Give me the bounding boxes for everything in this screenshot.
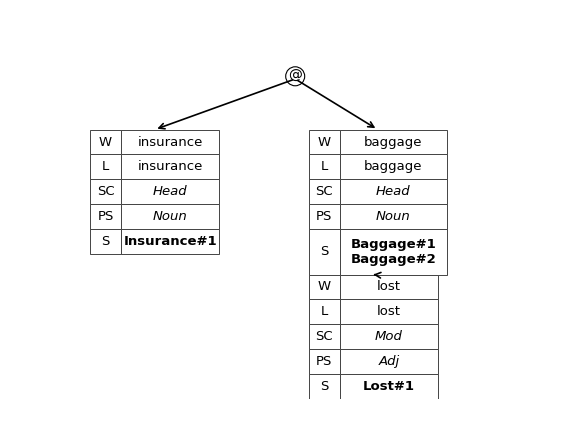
- Text: W: W: [99, 136, 112, 149]
- Bar: [121, 229, 219, 254]
- Bar: [90, 204, 121, 229]
- Text: L: L: [321, 305, 328, 318]
- Bar: [90, 129, 121, 155]
- Text: Head: Head: [376, 185, 411, 198]
- Text: lost: lost: [377, 280, 401, 293]
- Bar: [90, 155, 121, 179]
- Bar: [309, 129, 340, 155]
- Bar: [121, 179, 219, 204]
- Bar: [309, 229, 340, 275]
- Text: Lost#1: Lost#1: [363, 380, 415, 393]
- Bar: [309, 299, 340, 324]
- Text: PS: PS: [316, 355, 332, 368]
- Bar: [309, 204, 340, 229]
- Text: SC: SC: [97, 185, 114, 198]
- Bar: [121, 129, 219, 155]
- Text: W: W: [317, 136, 331, 149]
- Text: L: L: [321, 160, 328, 173]
- Text: PS: PS: [97, 210, 113, 223]
- Bar: [309, 349, 340, 374]
- Bar: [340, 229, 447, 275]
- Bar: [90, 179, 121, 204]
- Bar: [340, 155, 447, 179]
- Text: Noun: Noun: [153, 210, 188, 223]
- Text: baggage: baggage: [364, 136, 423, 149]
- Bar: [340, 204, 447, 229]
- Text: S: S: [320, 380, 328, 393]
- Bar: [309, 374, 340, 399]
- Text: SC: SC: [316, 330, 333, 343]
- Bar: [340, 179, 447, 204]
- Text: Noun: Noun: [376, 210, 411, 223]
- Text: W: W: [317, 280, 331, 293]
- Bar: [90, 229, 121, 254]
- Text: SC: SC: [316, 185, 333, 198]
- Bar: [340, 374, 438, 399]
- Bar: [121, 155, 219, 179]
- Text: insurance: insurance: [138, 136, 203, 149]
- Bar: [309, 275, 340, 299]
- Text: @: @: [288, 69, 302, 83]
- Text: Mod: Mod: [375, 330, 403, 343]
- Bar: [340, 275, 438, 299]
- Text: Adj: Adj: [378, 355, 400, 368]
- Text: lost: lost: [377, 305, 401, 318]
- Text: Head: Head: [153, 185, 188, 198]
- Text: L: L: [102, 160, 109, 173]
- Bar: [309, 179, 340, 204]
- Text: Baggage#1
Baggage#2: Baggage#1 Baggage#2: [351, 238, 436, 266]
- Bar: [340, 129, 447, 155]
- Bar: [340, 349, 438, 374]
- Text: insurance: insurance: [138, 160, 203, 173]
- Bar: [121, 204, 219, 229]
- Text: S: S: [320, 246, 328, 258]
- Text: PS: PS: [316, 210, 332, 223]
- Text: baggage: baggage: [364, 160, 423, 173]
- Bar: [309, 155, 340, 179]
- Bar: [340, 324, 438, 349]
- Bar: [309, 324, 340, 349]
- Bar: [340, 299, 438, 324]
- Text: S: S: [101, 235, 109, 248]
- Text: Insurance#1: Insurance#1: [123, 235, 217, 248]
